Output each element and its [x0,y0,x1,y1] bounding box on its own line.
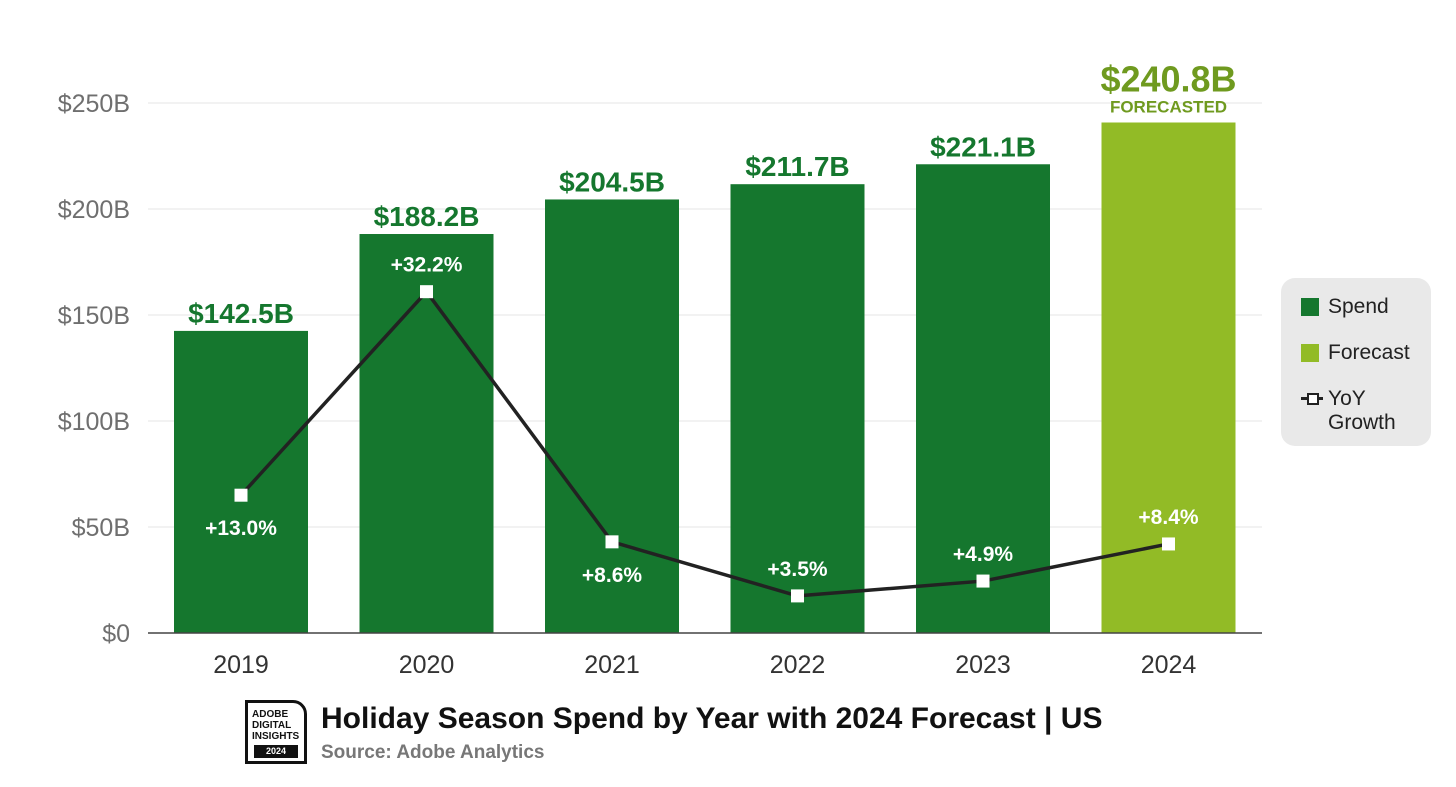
bar-2021 [545,199,679,633]
adobe-digital-insights-logo: ADOBE DIGITAL INSIGHTS 2024 [245,700,307,764]
bar-2020 [359,234,494,634]
legend-label-forecast: Forecast [1328,341,1410,364]
x-axis: 2019 2020 2021 2022 2023 2024 [213,651,1196,679]
x-tick-label: 2023 [955,651,1011,679]
logo-line-adobe: ADOBE [252,709,289,720]
y-tick-label: $150B [58,302,130,330]
bar-2019 [174,330,308,633]
chart-source: Source: Adobe Analytics [321,742,545,763]
yoy-growth-point [234,488,248,502]
yoy-growth-label: +4.9% [953,543,1013,566]
legend-item-yoy-growth: YoY Growth [1301,387,1396,435]
x-tick-label: 2022 [770,651,826,679]
yoy-growth-label: +8.4% [1138,506,1198,529]
line-marker-icon [1301,387,1323,411]
legend-label-growth: Growth [1328,411,1396,434]
yoy-growth-point [791,589,804,603]
yoy-growth-line [239,289,1169,598]
legend-label-yoy-growth: YoY Growth [1328,387,1396,435]
legend-item-forecast: Forecast [1301,341,1410,365]
bar-2023 [916,164,1050,633]
bar-value-label: $211.7B [745,151,849,182]
y-tick-label: $250B [58,90,130,118]
x-tick-label: 2021 [584,651,640,679]
y-axis: $0 $50B $100B $150B $200B $250B [58,90,130,648]
yoy-growth-point [976,574,990,588]
bar-2022 [730,184,865,634]
y-tick-label: $200B [58,196,130,224]
logo-text: ADOBE DIGITAL INSIGHTS [252,709,299,742]
bar-value-label: $142.5B [188,298,294,329]
spend-swatch [1301,298,1319,316]
y-tick-label: $100B [58,408,130,436]
yoy-growth-label: +8.6% [582,564,642,587]
bar-value-label: $240.8B [1100,59,1236,100]
logo-line-digital: DIGITAL [252,720,292,731]
x-tick-label: 2024 [1141,651,1197,679]
bar-value-label: $221.1B [930,131,1036,162]
legend: Spend Forecast YoY Growth [1281,278,1431,446]
bar-labels: $142.5B $188.2B $204.5B $211.7B $221.1B $240.… [188,59,1236,329]
y-tick-label: $50B [72,514,130,542]
yoy-growth-label: +13.0% [205,517,277,540]
y-tick-label: $0 [102,620,130,648]
forecast-swatch [1301,344,1319,362]
yoy-growth-point [1162,537,1175,551]
yoy-growth-point [605,535,619,549]
chart-title: Holiday Season Spend by Year with 2024 F… [321,702,1103,735]
logo-year: 2024 [254,745,298,758]
yoy-growth-series: +13.0% +32.2% +8.6% +3.5% +4.9% +8.4% [205,254,1199,603]
bar-value-label: $188.2B [374,201,480,232]
legend-item-spend: Spend [1301,295,1389,319]
x-tick-label: 2019 [213,651,269,679]
legend-label-spend: Spend [1328,295,1389,318]
bar-forecast-2024 [1101,122,1236,633]
x-tick-label: 2020 [399,651,455,679]
bars [174,122,1236,634]
logo-line-insights: INSIGHTS [252,731,300,742]
grid-lines [148,102,1262,528]
yoy-growth-label: +32.2% [391,254,463,277]
yoy-growth-point [420,285,433,299]
bar-value-label: $204.5B [559,166,665,197]
forecasted-label: FORECASTED [1110,98,1227,117]
legend-label-yoy: YoY [1328,387,1366,410]
yoy-growth-label: +3.5% [767,558,827,581]
